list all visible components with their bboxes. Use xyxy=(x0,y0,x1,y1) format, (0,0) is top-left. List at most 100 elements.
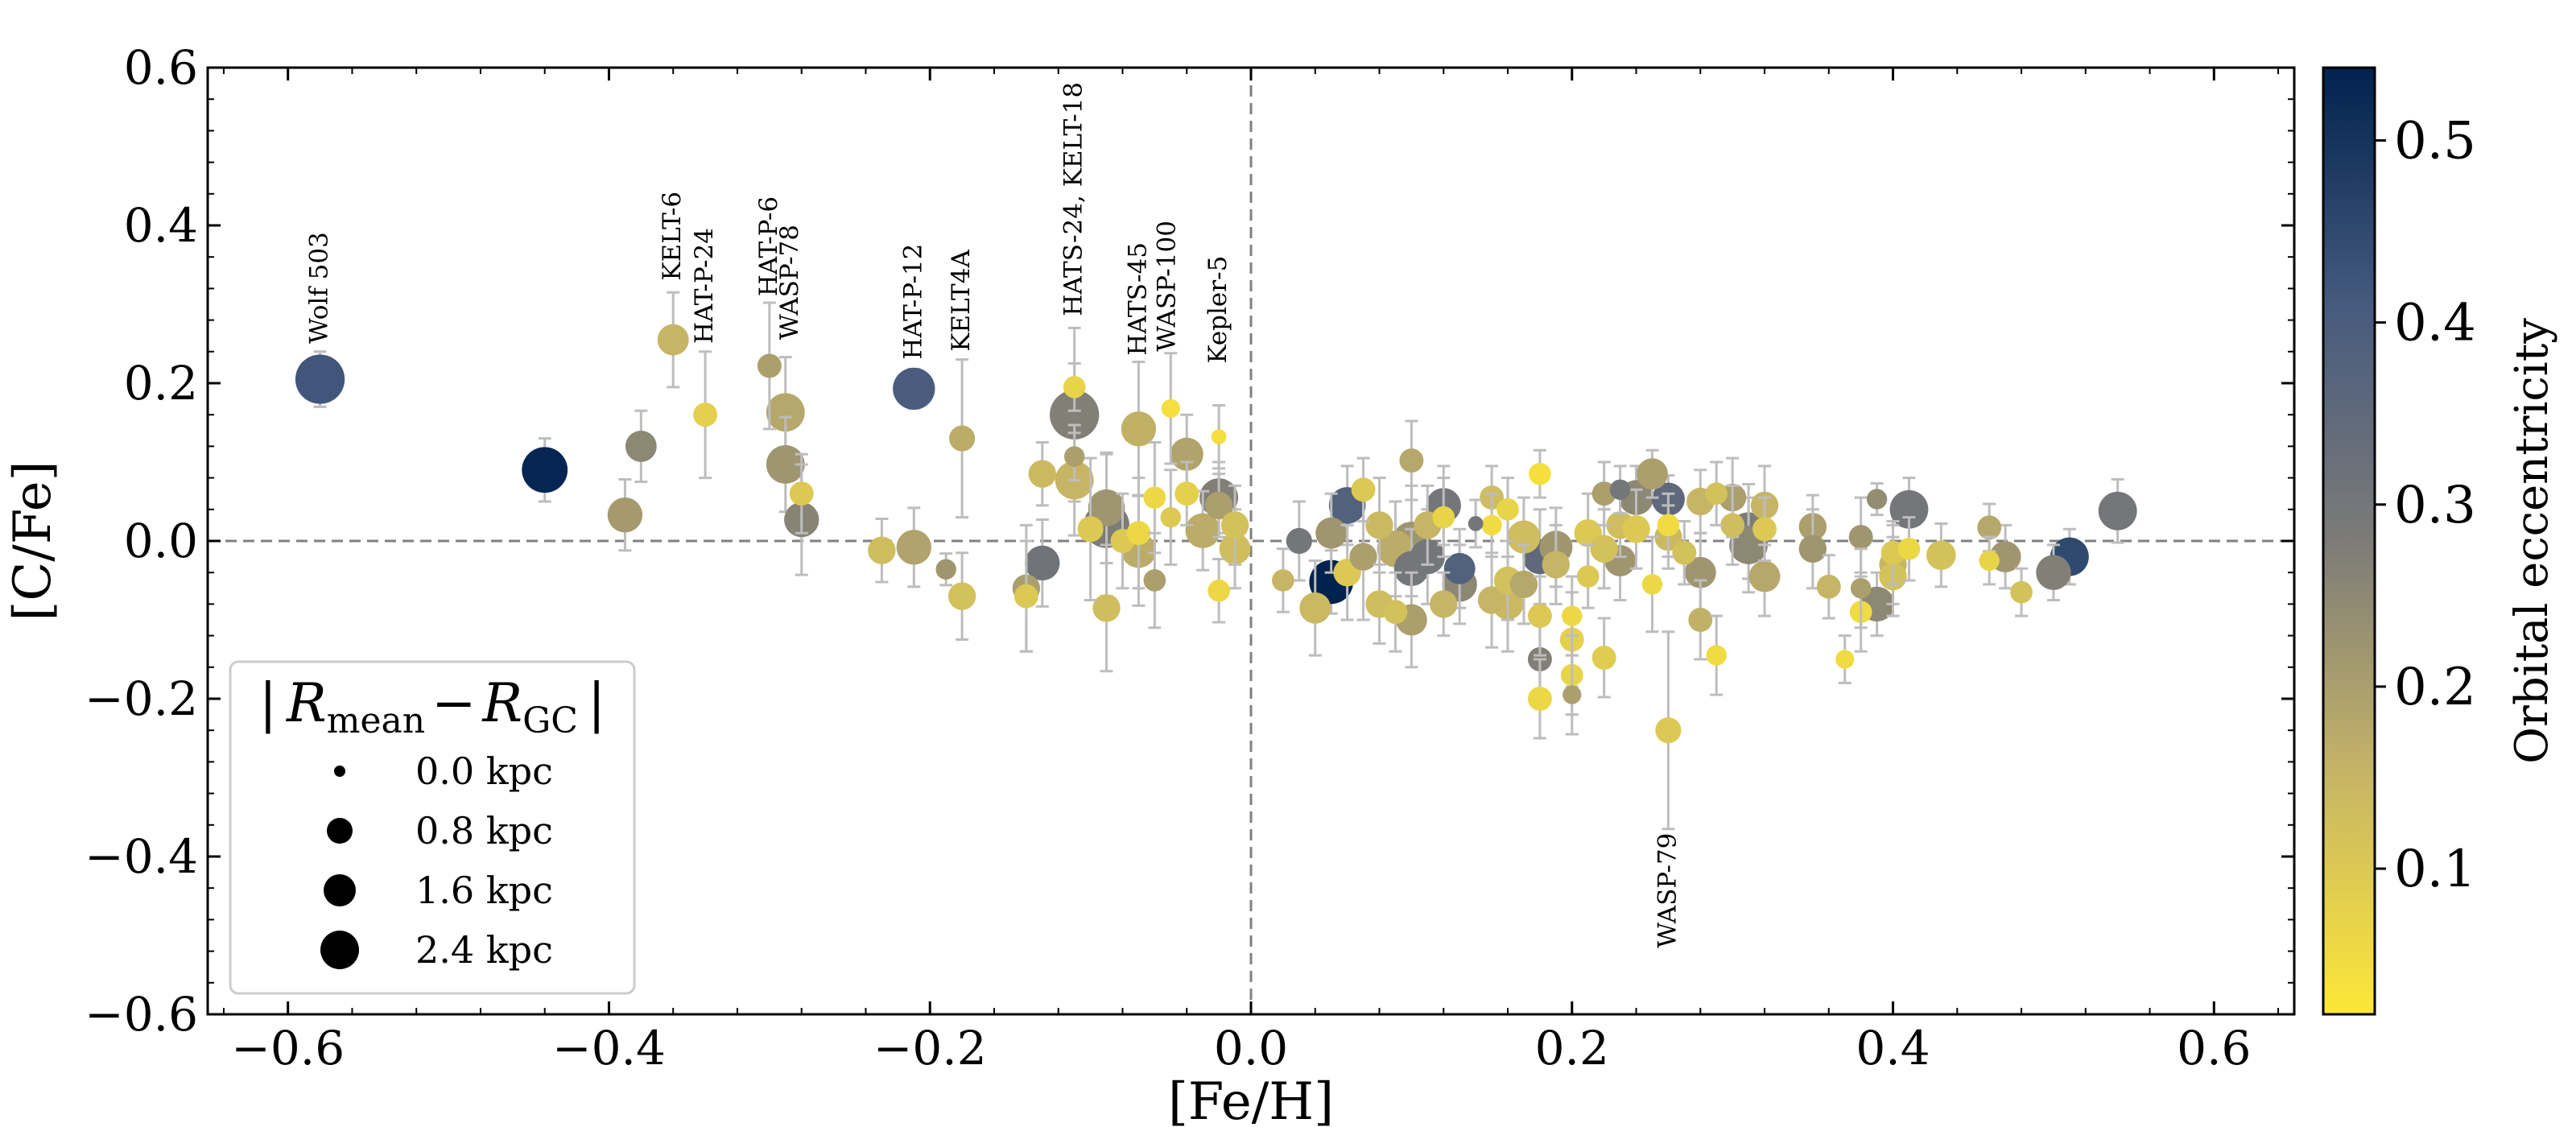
x-axis-title: [Fe/H] xyxy=(1168,1072,1334,1127)
data-point xyxy=(693,350,718,480)
data-point xyxy=(657,291,689,389)
planet-label: WASP-78 xyxy=(775,225,804,340)
data-point xyxy=(1496,477,1519,543)
y-tick-label: −0.2 xyxy=(85,671,198,726)
data-point xyxy=(1591,617,1616,699)
point-marker xyxy=(1720,513,1745,538)
point-marker xyxy=(1496,497,1519,521)
scatter-points xyxy=(295,291,2137,831)
legend-title: | Rmean − RGC | xyxy=(259,672,605,741)
data-point xyxy=(1220,484,1249,566)
y-tick-label: 0.4 xyxy=(124,198,198,253)
data-point xyxy=(1286,500,1312,582)
point-marker xyxy=(1443,552,1476,584)
point-marker xyxy=(1848,525,1873,550)
planet-label: Wolf 503 xyxy=(305,232,334,344)
data-point xyxy=(1028,441,1057,507)
data-point xyxy=(1481,492,1502,559)
data-point xyxy=(1143,531,1166,630)
colorbar-gradient xyxy=(2322,66,2376,1016)
data-point xyxy=(2036,543,2071,601)
data-point xyxy=(1637,448,1668,499)
data-point xyxy=(1025,518,1060,608)
data-point xyxy=(1657,492,1680,559)
point-marker xyxy=(1977,515,2002,540)
planet-label: KELT4A xyxy=(947,250,976,352)
point-marker xyxy=(896,530,931,565)
point-marker xyxy=(2098,491,2137,530)
data-point xyxy=(1351,456,1376,522)
point-marker xyxy=(2010,580,2033,604)
point-marker xyxy=(1208,579,1230,602)
point-marker xyxy=(625,430,657,462)
size-legend: | Rmean − RGC | 0.0 kpc 0.8 kpc 1.6 kpc 2.4 kpc xyxy=(229,660,636,995)
point-marker xyxy=(1637,458,1668,490)
point-marker xyxy=(1077,516,1104,543)
point-marker xyxy=(1286,527,1312,555)
legend-entries: 0.0 kpc 0.8 kpc 1.6 kpc 2.4 kpc xyxy=(320,749,553,972)
x-tick-label: −0.2 xyxy=(873,1021,987,1075)
point-marker xyxy=(1432,506,1455,529)
point-marker xyxy=(757,353,782,378)
point-marker xyxy=(1688,608,1713,632)
point-marker xyxy=(1527,687,1552,711)
data-point xyxy=(1126,477,1151,590)
data-point xyxy=(1430,571,1458,638)
point-marker xyxy=(1889,489,1929,529)
point-marker xyxy=(1185,513,1220,548)
data-point xyxy=(1706,614,1727,696)
y-tick-label: 0.6 xyxy=(124,40,198,95)
y-tick-label: 0.2 xyxy=(124,356,198,411)
data-point xyxy=(1299,559,1331,657)
data-point xyxy=(1562,575,1583,657)
point-marker xyxy=(1850,578,1872,599)
point-marker xyxy=(1272,569,1294,592)
point-marker xyxy=(1672,540,1697,565)
point-marker xyxy=(1590,535,1618,563)
point-marker xyxy=(1562,605,1583,626)
planet-label: HATS-24, KELT-18 xyxy=(1059,82,1088,316)
legend-size-label: 2.4 kpc xyxy=(415,928,553,972)
data-point xyxy=(1468,498,1484,549)
data-point xyxy=(1655,630,1682,831)
point-marker xyxy=(1088,489,1125,526)
point-marker xyxy=(1657,514,1680,537)
colorbar-tick-label: 0.5 xyxy=(2394,111,2476,171)
point-marker xyxy=(1143,569,1166,592)
colorbar-tick-label: 0.2 xyxy=(2394,658,2476,717)
point-marker xyxy=(1591,646,1616,670)
point-marker xyxy=(1477,586,1506,614)
data-point xyxy=(1926,522,1956,588)
point-marker xyxy=(1816,574,1841,599)
data-point xyxy=(757,301,782,431)
data-point xyxy=(1477,551,1506,649)
data-point xyxy=(1720,484,1745,566)
x-tick-label: −0.4 xyxy=(552,1021,666,1075)
data-point xyxy=(1399,419,1424,502)
point-marker xyxy=(1143,486,1166,509)
legend-size-marker xyxy=(327,818,353,844)
point-marker xyxy=(1542,551,1571,579)
reference-lines xyxy=(208,68,2294,1014)
point-marker xyxy=(1563,685,1582,704)
data-point xyxy=(1208,558,1230,624)
point-marker xyxy=(893,367,935,411)
legend-size-label: 1.6 kpc xyxy=(415,869,553,912)
data-point xyxy=(1866,481,1888,517)
y-tick-label: 0.0 xyxy=(124,514,198,568)
point-marker xyxy=(868,536,896,564)
point-marker xyxy=(295,354,345,404)
point-marker xyxy=(1013,584,1038,609)
point-marker xyxy=(1684,556,1716,588)
data-point xyxy=(1272,547,1294,613)
data-point xyxy=(1063,431,1085,482)
point-marker xyxy=(1897,537,1921,560)
data-point xyxy=(1542,523,1571,605)
x-tick-label: 0.0 xyxy=(1214,1021,1288,1075)
data-point xyxy=(1509,543,1538,625)
data-point xyxy=(1850,547,1872,630)
point-marker xyxy=(1705,482,1728,506)
point-marker xyxy=(1979,550,2000,572)
point-marker xyxy=(1655,717,1682,744)
